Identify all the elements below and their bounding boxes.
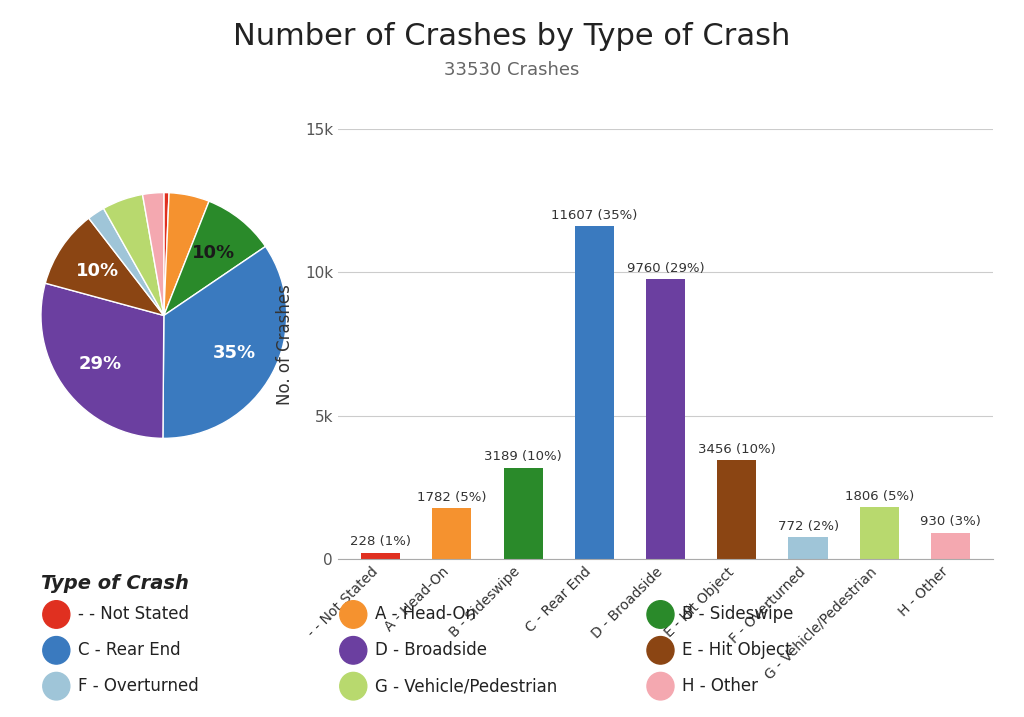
Text: C - Rear End: C - Rear End bbox=[78, 641, 181, 660]
Wedge shape bbox=[89, 209, 164, 315]
Bar bbox=[931, 533, 970, 559]
Text: A - Head-On: A - Head-On bbox=[375, 605, 476, 624]
Text: 33530 Crashes: 33530 Crashes bbox=[444, 61, 580, 79]
Wedge shape bbox=[164, 201, 265, 315]
Text: 11607 (35%): 11607 (35%) bbox=[551, 209, 638, 222]
Wedge shape bbox=[164, 193, 169, 315]
Wedge shape bbox=[163, 247, 287, 438]
Text: B - Sideswipe: B - Sideswipe bbox=[682, 605, 794, 624]
Bar bbox=[361, 553, 400, 559]
Text: 930 (3%): 930 (3%) bbox=[921, 516, 981, 528]
Text: Type of Crash: Type of Crash bbox=[41, 574, 188, 592]
Text: D - Broadside: D - Broadside bbox=[375, 641, 487, 660]
Text: G - Vehicle/Pedestrian: G - Vehicle/Pedestrian bbox=[375, 677, 557, 695]
Text: Number of Crashes by Type of Crash: Number of Crashes by Type of Crash bbox=[233, 22, 791, 50]
Text: 29%: 29% bbox=[79, 355, 122, 373]
Text: 3456 (10%): 3456 (10%) bbox=[698, 443, 776, 456]
Text: F - Overturned: F - Overturned bbox=[78, 677, 199, 695]
Text: 3189 (10%): 3189 (10%) bbox=[484, 450, 562, 463]
Bar bbox=[574, 227, 614, 559]
Wedge shape bbox=[142, 193, 164, 315]
Wedge shape bbox=[103, 194, 164, 315]
Text: 1806 (5%): 1806 (5%) bbox=[845, 490, 914, 503]
Text: 9760 (29%): 9760 (29%) bbox=[627, 262, 705, 275]
Text: 35%: 35% bbox=[213, 344, 256, 362]
Wedge shape bbox=[41, 283, 164, 438]
Bar bbox=[504, 467, 543, 559]
Text: 10%: 10% bbox=[76, 262, 119, 280]
Text: 772 (2%): 772 (2%) bbox=[777, 520, 839, 533]
Text: 228 (1%): 228 (1%) bbox=[350, 536, 412, 549]
Text: E - Hit Object: E - Hit Object bbox=[682, 641, 792, 660]
Bar bbox=[717, 460, 757, 559]
Y-axis label: No. of Crashes: No. of Crashes bbox=[275, 284, 294, 404]
Bar bbox=[788, 537, 827, 559]
Bar bbox=[646, 280, 685, 559]
Text: - - Not Stated: - - Not Stated bbox=[78, 605, 189, 624]
Text: 1782 (5%): 1782 (5%) bbox=[417, 491, 486, 504]
Bar bbox=[432, 508, 471, 559]
Text: H - Other: H - Other bbox=[682, 677, 759, 695]
Wedge shape bbox=[45, 218, 164, 315]
Bar bbox=[860, 508, 899, 559]
Wedge shape bbox=[164, 193, 209, 315]
Text: 10%: 10% bbox=[193, 244, 236, 262]
